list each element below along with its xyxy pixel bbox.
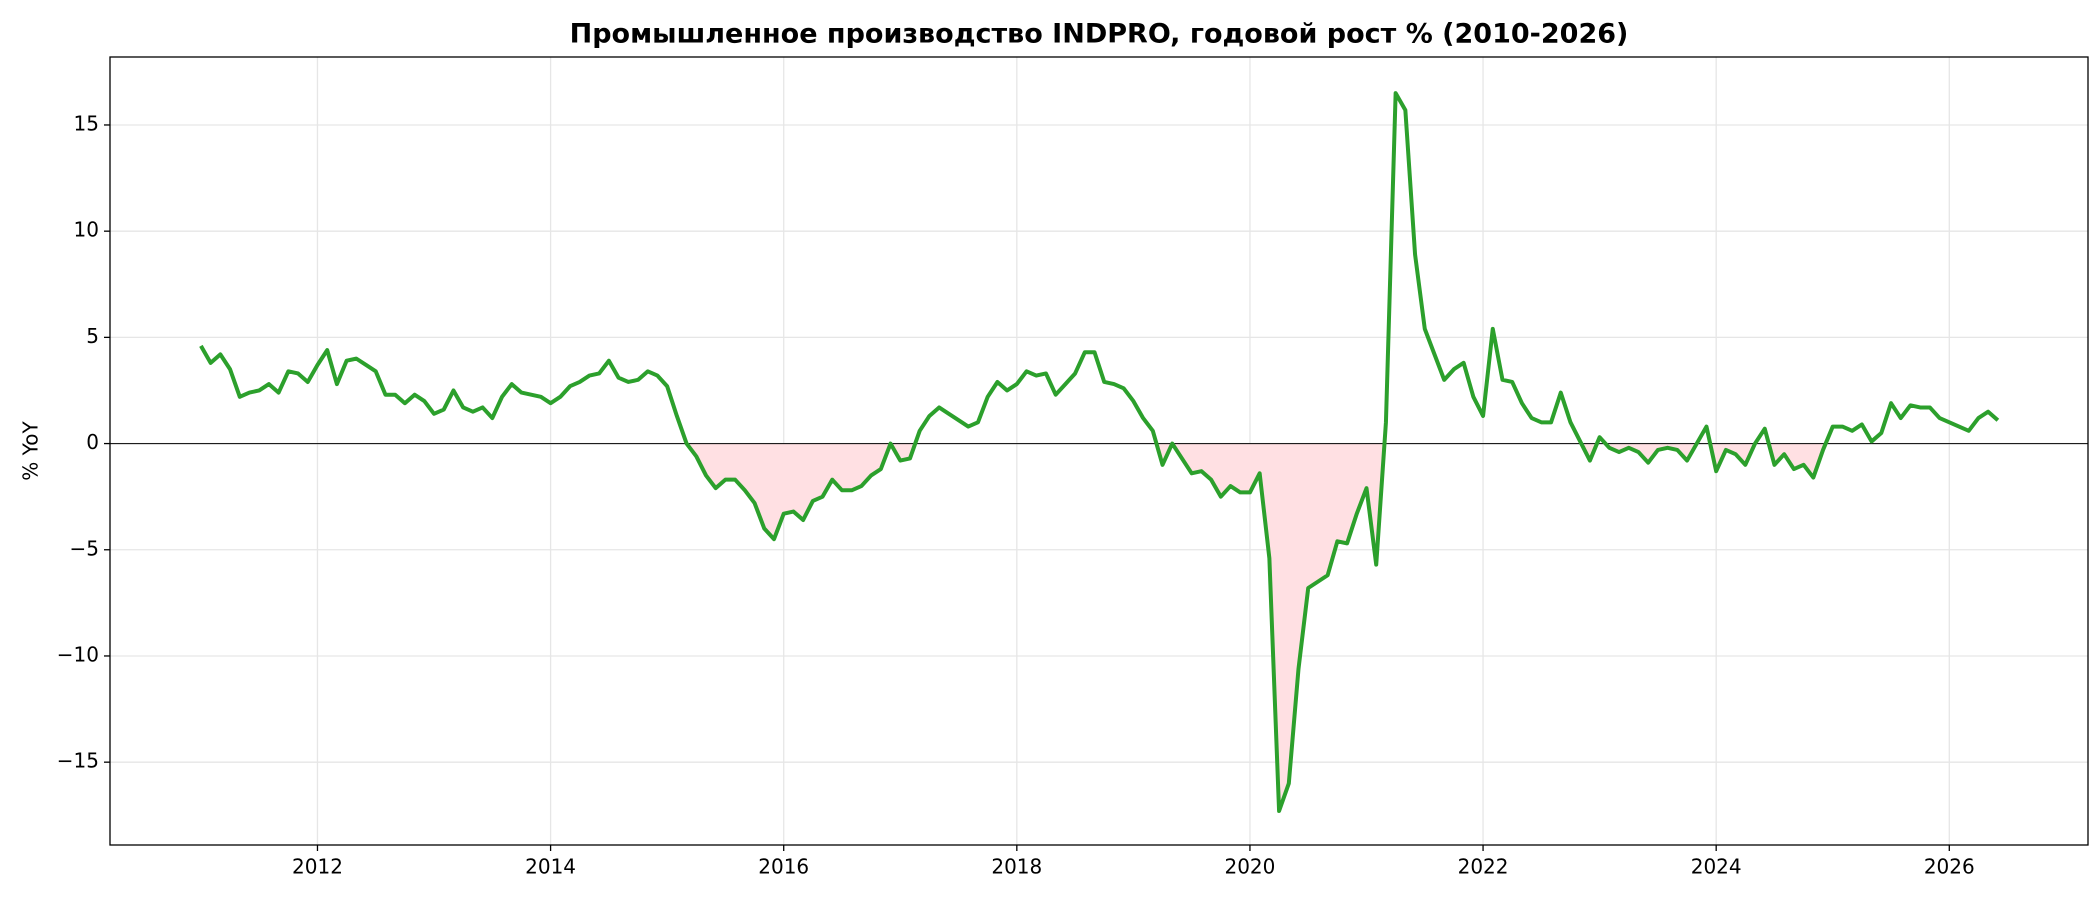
y-tick-label: 0 <box>86 430 99 454</box>
x-tick-label: 2020 <box>1224 855 1275 879</box>
y-axis-label: % YoY <box>19 421 43 481</box>
chart-title: Промышленное производство INDPRO, годово… <box>570 19 1629 50</box>
x-tick-label: 2014 <box>525 855 576 879</box>
data-line <box>199 91 2000 814</box>
y-tick-label: 5 <box>86 324 99 348</box>
x-tick-label: 2012 <box>292 855 343 879</box>
x-tick-label: 2016 <box>758 855 809 879</box>
plot-frame <box>109 56 2089 846</box>
x-tick-label: 2022 <box>1458 855 1509 879</box>
negative-area <box>686 443 1826 812</box>
x-tick-label: 2018 <box>991 855 1042 879</box>
x-tick-label: 2026 <box>1924 855 1975 879</box>
y-tick-label: 10 <box>74 218 99 242</box>
y-tick-label: −10 <box>57 642 99 666</box>
y-tick-label: −15 <box>57 749 99 773</box>
y-tick-label: 15 <box>74 111 99 135</box>
x-tick-label: 2024 <box>1691 855 1742 879</box>
y-tick-label: −5 <box>70 536 99 560</box>
